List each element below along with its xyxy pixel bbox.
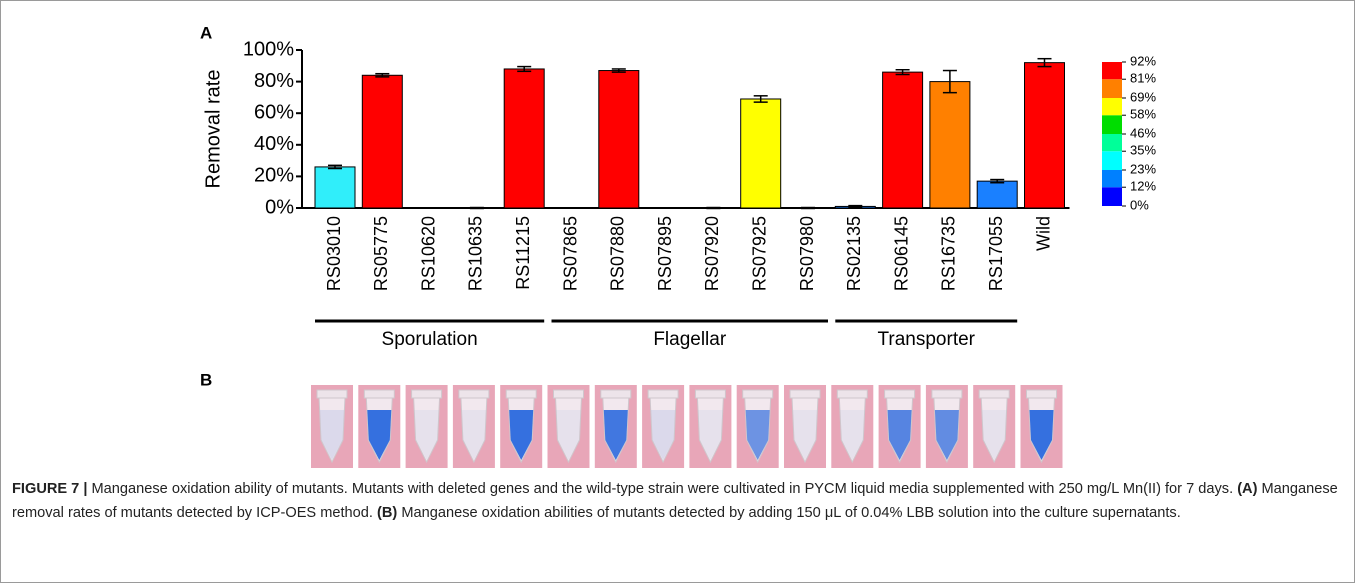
bar xyxy=(1025,63,1065,208)
panel-label: B xyxy=(200,370,212,389)
colorbar-label: 12% xyxy=(1130,179,1156,194)
x-tick-label: Wild xyxy=(1033,216,1053,251)
group-label: Transporter xyxy=(878,329,976,350)
panel-label: A xyxy=(200,23,212,42)
colorbar-segment xyxy=(1102,62,1122,79)
colorbar-segment xyxy=(1102,134,1122,151)
y-axis-label: Removal rate xyxy=(202,70,224,189)
colorbar-label: 92% xyxy=(1130,53,1156,68)
group-label: Sporulation xyxy=(382,329,478,350)
x-tick-label: RS07880 xyxy=(608,216,628,291)
error-bar xyxy=(801,208,815,209)
x-tick-label: RS03010 xyxy=(324,216,344,291)
tube-cap xyxy=(790,390,820,398)
colorbar-label: 0% xyxy=(1130,197,1149,212)
colorbar-label: 46% xyxy=(1130,125,1156,140)
group-label: Flagellar xyxy=(653,329,727,350)
colorbar-segment xyxy=(1102,79,1122,98)
colorbar-label: 58% xyxy=(1130,107,1156,122)
caption: FIGURE 7 | Manganese oxidation ability o… xyxy=(12,477,1342,525)
y-tick-label: 40% xyxy=(254,133,294,155)
y-tick-label: 20% xyxy=(254,165,294,187)
tube-cap xyxy=(554,390,584,398)
x-tick-label: RS11215 xyxy=(513,216,533,290)
x-tick-label: RS10620 xyxy=(418,216,438,291)
tube-cap xyxy=(459,390,489,398)
colorbar-label: 81% xyxy=(1130,71,1156,86)
tube-cap xyxy=(1027,390,1057,398)
colorbar-segment xyxy=(1102,98,1122,115)
x-tick-label: RS17055 xyxy=(986,216,1006,291)
caption-part: (A) xyxy=(1237,481,1257,497)
error-bar xyxy=(470,208,484,209)
colorbar-segment xyxy=(1102,115,1122,134)
x-tick-label: RS02135 xyxy=(844,216,864,291)
x-tick-label: RS07925 xyxy=(749,216,769,291)
tube-cap xyxy=(979,390,1009,398)
colorbar-segment xyxy=(1102,170,1122,187)
tube-cap xyxy=(743,390,773,398)
bar xyxy=(930,82,970,208)
y-tick-label: 0% xyxy=(265,196,294,218)
bar xyxy=(362,75,402,208)
tube-cap xyxy=(317,390,347,398)
colorbar-label: 35% xyxy=(1130,143,1156,158)
tube-cap xyxy=(932,390,962,398)
tube-cap xyxy=(695,390,725,398)
x-tick-label: RS07865 xyxy=(560,216,580,291)
bar xyxy=(883,72,923,208)
colorbar-label: 69% xyxy=(1130,89,1156,104)
figure: A B Removal rate 0% 20% 40% 60% 80% 100% RS030… xyxy=(0,0,1355,470)
caption-part: FIGURE 7 | xyxy=(12,481,87,497)
x-tick-label: RS07920 xyxy=(702,216,722,291)
x-tick-label: RS07980 xyxy=(797,216,817,291)
caption-part: Manganese oxidation abilities of mutants… xyxy=(397,505,1180,521)
tube-cap xyxy=(648,390,678,398)
colorbar-label: 23% xyxy=(1130,161,1156,176)
y-tick-label: 80% xyxy=(254,70,294,92)
colorbar-segment xyxy=(1102,187,1122,206)
bar xyxy=(977,181,1017,208)
bar xyxy=(504,69,544,208)
tube-cap xyxy=(837,390,867,398)
bar xyxy=(741,99,781,208)
caption-part: (B) xyxy=(377,505,397,521)
y-tick-label: 60% xyxy=(254,101,294,123)
x-tick-label: RS10635 xyxy=(466,216,486,291)
colorbar-segment xyxy=(1102,151,1122,170)
bar xyxy=(599,71,639,208)
caption-part: Manganese oxidation ability of mutants. … xyxy=(87,481,1237,497)
tube-cap xyxy=(506,390,536,398)
tube-cap xyxy=(412,390,442,398)
error-bar xyxy=(706,208,720,209)
x-tick-label: RS05775 xyxy=(371,216,391,291)
x-tick-label: RS16735 xyxy=(939,216,959,291)
tube-cap xyxy=(601,390,631,398)
bar xyxy=(315,167,355,208)
y-tick-label: 100% xyxy=(243,38,294,60)
x-tick-label: RS06145 xyxy=(891,216,911,291)
tube-cap xyxy=(885,390,915,398)
tube-cap xyxy=(364,390,394,398)
x-tick-label: RS07895 xyxy=(655,216,675,291)
